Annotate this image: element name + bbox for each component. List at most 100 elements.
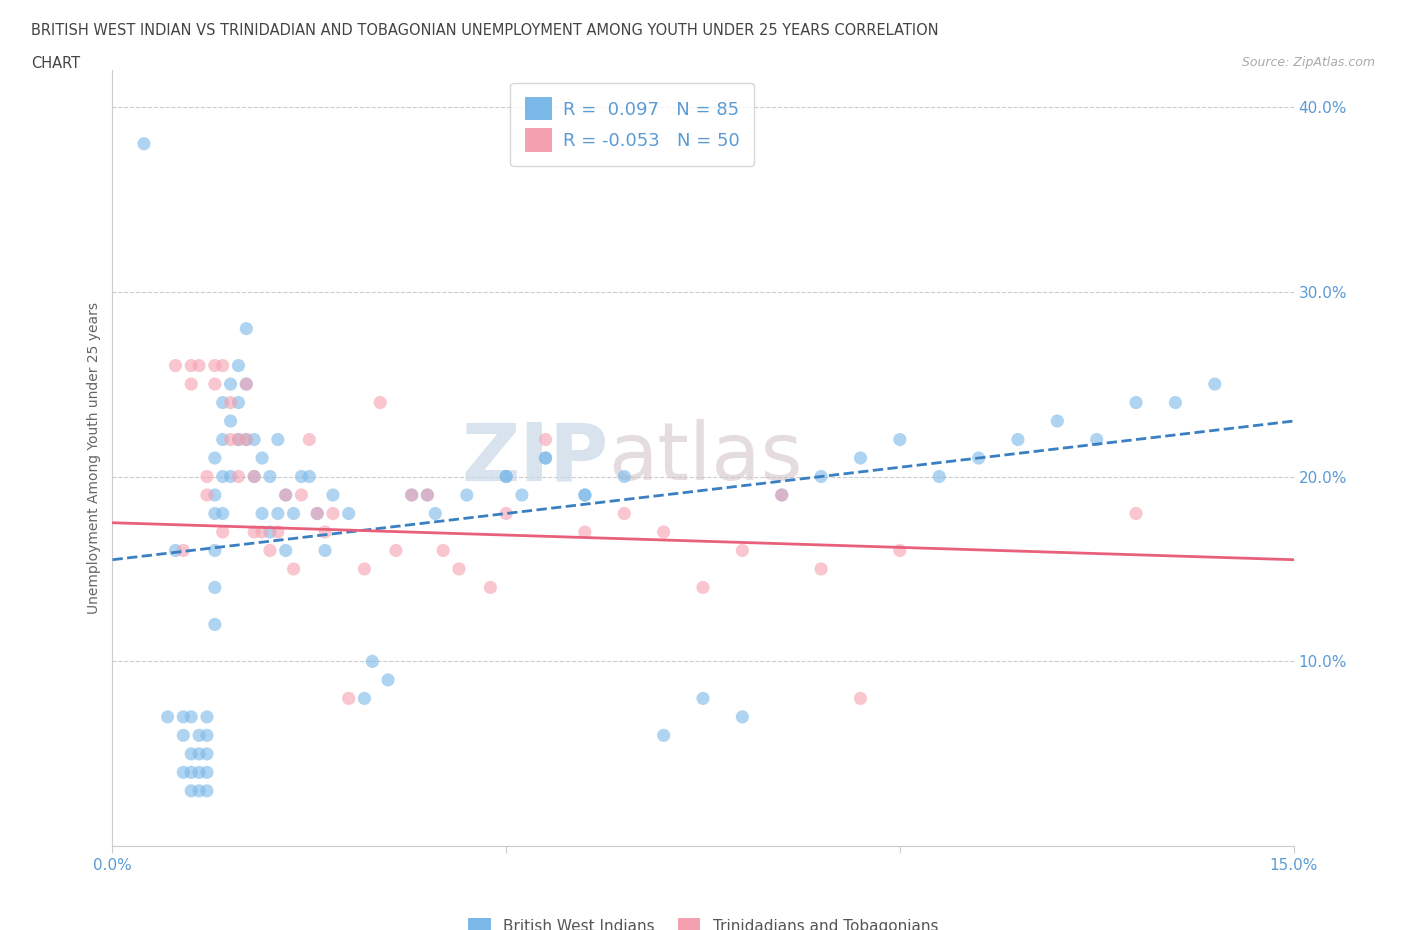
Point <box>180 764 202 779</box>
Point <box>172 710 194 724</box>
Point <box>425 506 447 521</box>
Point <box>195 764 218 779</box>
Point <box>204 377 226 392</box>
Point <box>204 487 226 502</box>
Point <box>967 451 990 466</box>
Point <box>267 525 290 539</box>
Point <box>495 506 517 521</box>
Point <box>385 543 408 558</box>
Point <box>368 395 391 410</box>
Point <box>652 525 675 539</box>
Point <box>290 469 312 484</box>
Point <box>180 710 202 724</box>
Point <box>180 358 202 373</box>
Point <box>219 395 242 410</box>
Point <box>243 469 266 484</box>
Point <box>456 487 478 502</box>
Point <box>195 747 218 762</box>
Point <box>314 525 336 539</box>
Point <box>495 469 517 484</box>
Point <box>211 395 233 410</box>
Text: ZIP: ZIP <box>461 419 609 497</box>
Point <box>298 469 321 484</box>
Point <box>180 747 202 762</box>
Text: BRITISH WEST INDIAN VS TRINIDADIAN AND TOBAGONIAN UNEMPLOYMENT AMONG YOUTH UNDER: BRITISH WEST INDIAN VS TRINIDADIAN AND T… <box>31 23 939 38</box>
Point <box>204 617 226 631</box>
Point <box>574 487 596 502</box>
Point <box>574 525 596 539</box>
Point <box>165 358 187 373</box>
Point <box>228 395 250 410</box>
Point <box>188 358 211 373</box>
Point <box>416 487 439 502</box>
Point <box>692 691 714 706</box>
Point <box>307 506 329 521</box>
Point <box>283 506 305 521</box>
Point <box>810 469 832 484</box>
Point <box>267 506 290 521</box>
Point <box>283 562 305 577</box>
Point <box>1204 377 1226 392</box>
Point <box>274 487 297 502</box>
Point <box>235 432 257 447</box>
Point <box>353 562 375 577</box>
Point <box>243 469 266 484</box>
Point <box>432 543 454 558</box>
Point <box>188 747 211 762</box>
Point <box>188 783 211 798</box>
Point <box>534 432 557 447</box>
Text: Source: ZipAtlas.com: Source: ZipAtlas.com <box>1241 56 1375 69</box>
Point <box>731 543 754 558</box>
Point <box>165 543 187 558</box>
Point <box>204 506 226 521</box>
Point <box>219 432 242 447</box>
Point <box>267 432 290 447</box>
Point <box>1164 395 1187 410</box>
Point <box>235 377 257 392</box>
Point <box>204 580 226 595</box>
Point <box>770 487 793 502</box>
Point <box>495 469 517 484</box>
Point <box>204 451 226 466</box>
Point <box>228 469 250 484</box>
Point <box>235 321 257 336</box>
Point <box>479 580 502 595</box>
Point <box>204 358 226 373</box>
Point <box>510 487 533 502</box>
Point <box>188 728 211 743</box>
Point <box>219 469 242 484</box>
Point <box>337 506 360 521</box>
Point <box>195 469 218 484</box>
Point <box>204 543 226 558</box>
Point <box>1125 506 1147 521</box>
Point <box>1007 432 1029 447</box>
Point <box>1125 395 1147 410</box>
Point <box>211 525 233 539</box>
Point <box>195 487 218 502</box>
Point <box>849 451 872 466</box>
Point <box>290 487 312 502</box>
Point <box>235 377 257 392</box>
Point <box>243 525 266 539</box>
Point <box>195 728 218 743</box>
Point <box>235 432 257 447</box>
Point <box>416 487 439 502</box>
Point <box>219 377 242 392</box>
Point <box>322 487 344 502</box>
Point <box>447 562 470 577</box>
Point <box>180 377 202 392</box>
Point <box>613 469 636 484</box>
Point <box>211 506 233 521</box>
Point <box>401 487 423 502</box>
Y-axis label: Unemployment Among Youth under 25 years: Unemployment Among Youth under 25 years <box>87 302 101 614</box>
Point <box>353 691 375 706</box>
Point <box>195 783 218 798</box>
Point <box>574 487 596 502</box>
Point <box>274 543 297 558</box>
Point <box>401 487 423 502</box>
Point <box>889 432 911 447</box>
Point <box>243 432 266 447</box>
Point <box>810 562 832 577</box>
Point <box>322 506 344 521</box>
Point <box>132 137 155 152</box>
